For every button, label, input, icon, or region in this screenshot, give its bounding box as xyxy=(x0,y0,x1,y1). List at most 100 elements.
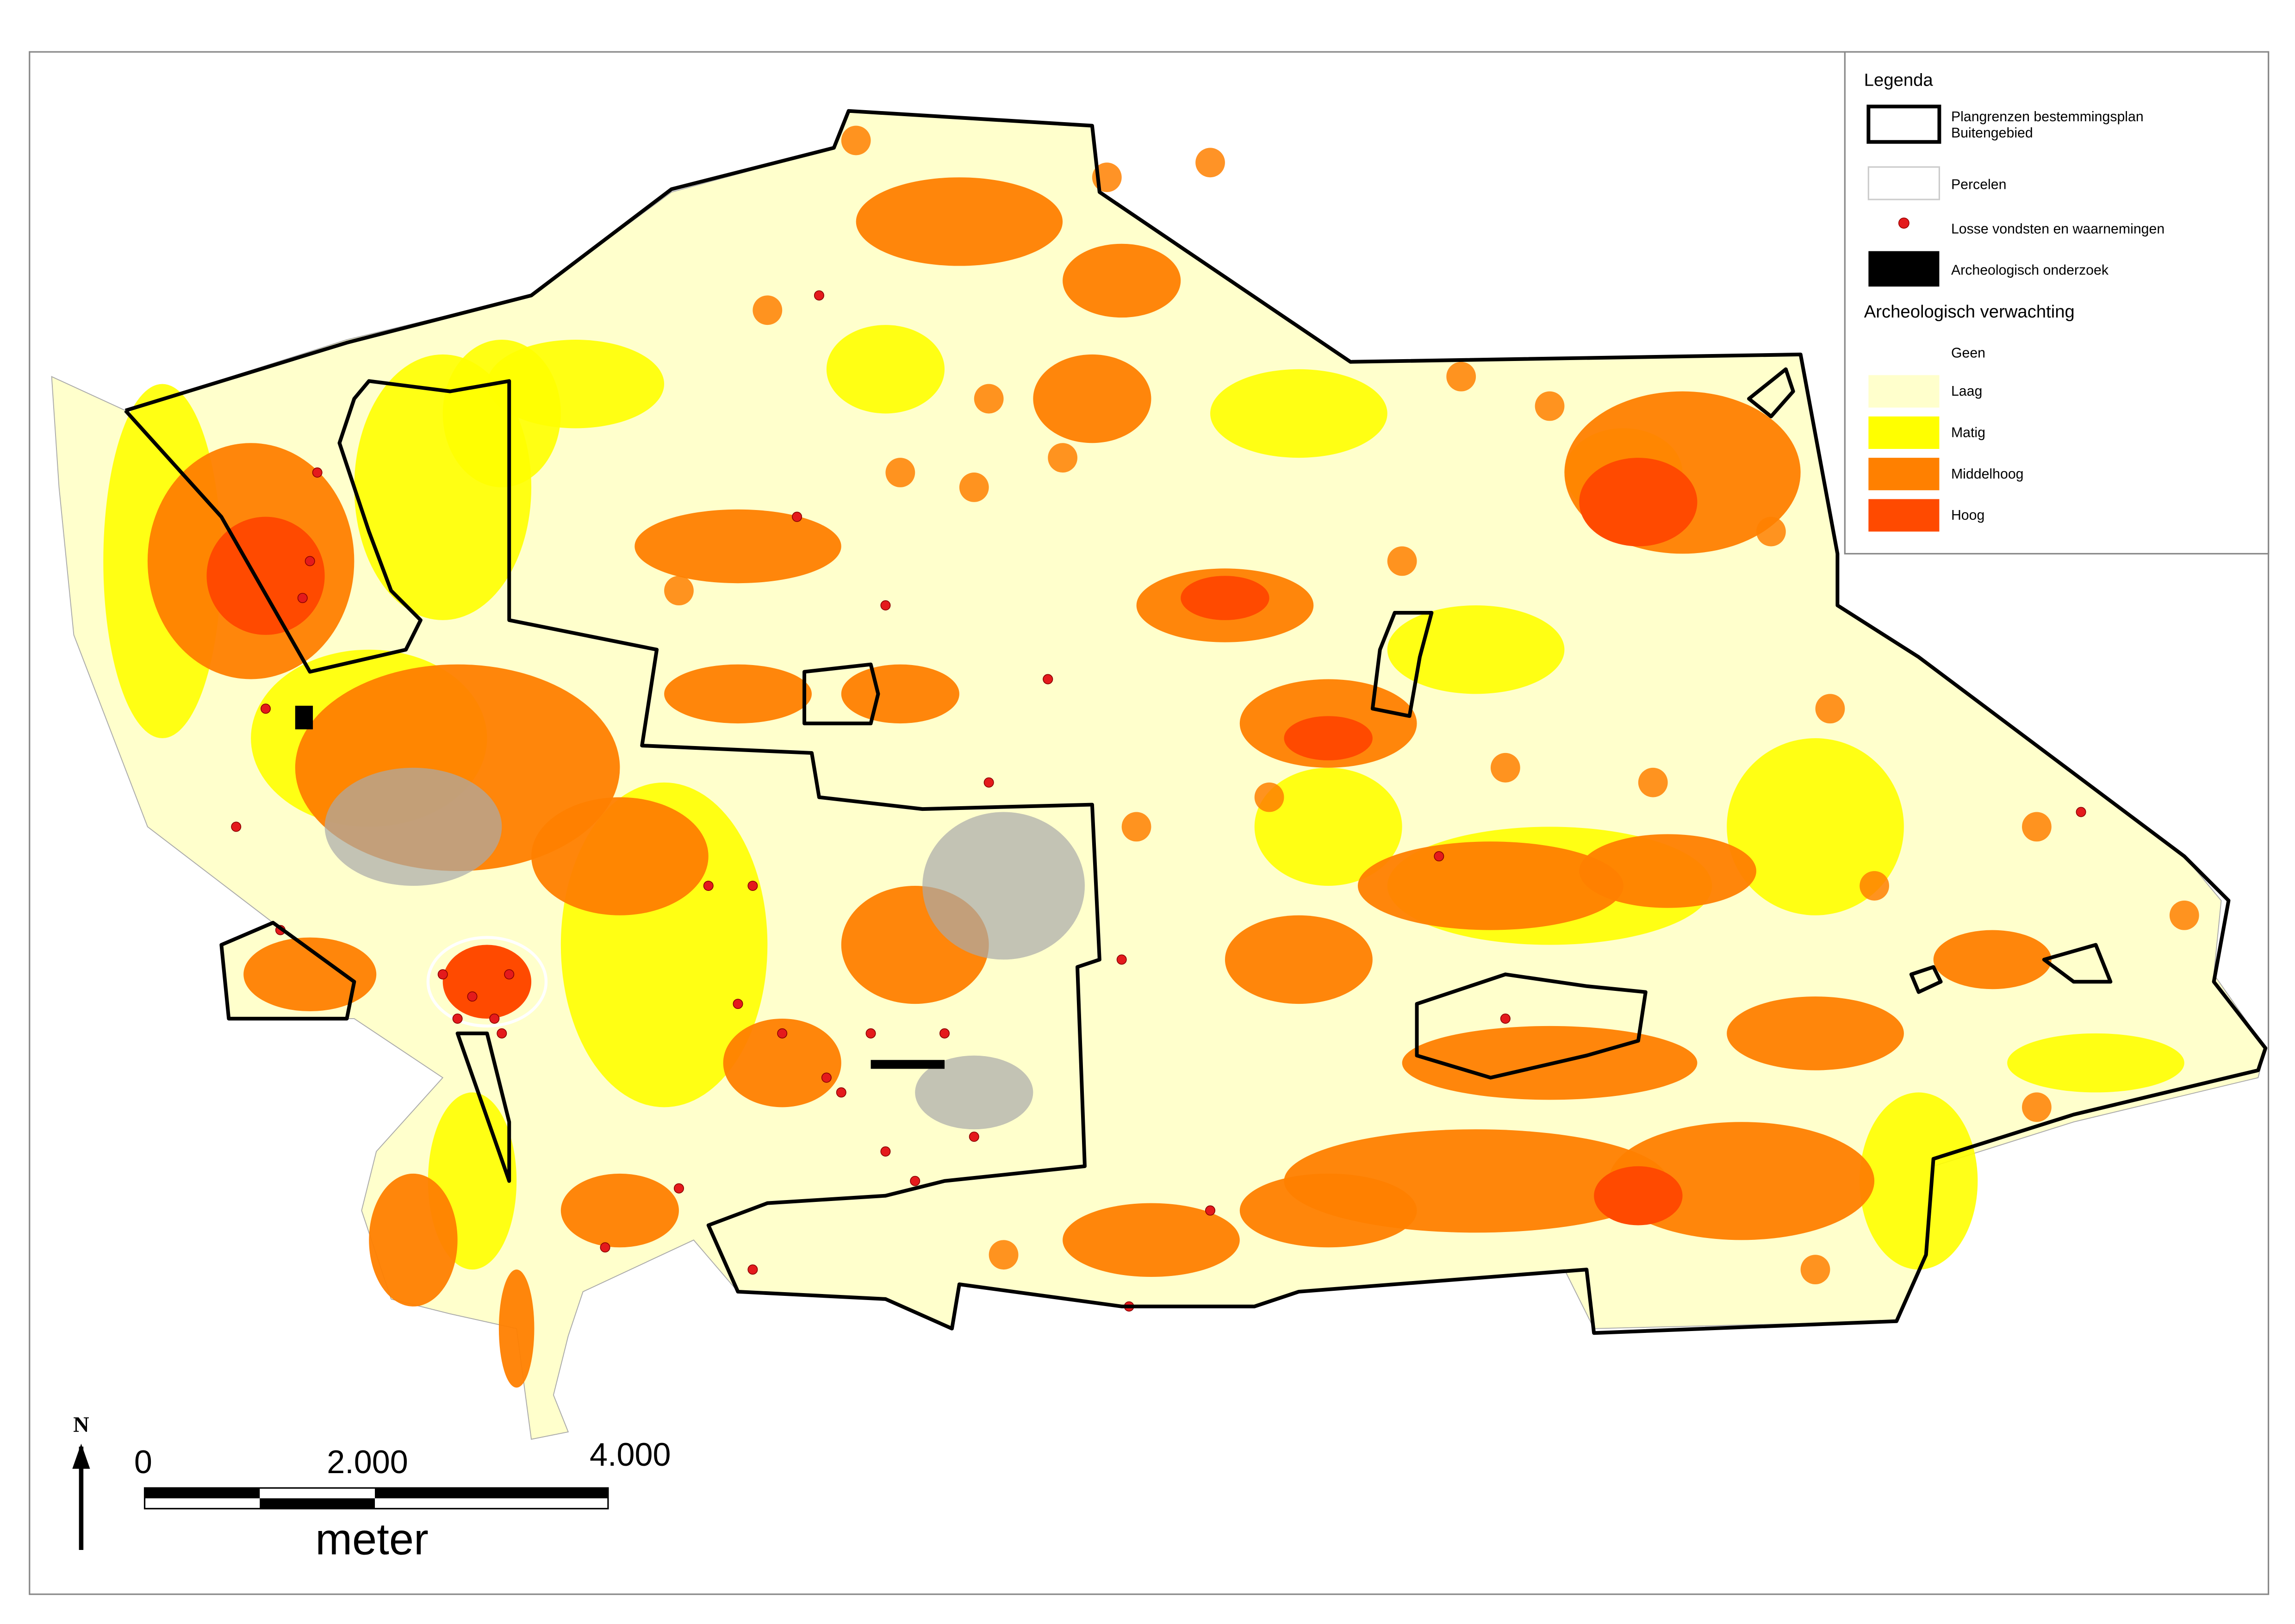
plan-border xyxy=(1370,610,1434,718)
find-point xyxy=(504,969,515,980)
zone-middelhoog xyxy=(560,1173,679,1248)
buffer-middelhoog xyxy=(959,473,989,502)
buffer-middelhoog xyxy=(1254,782,1284,812)
scale-segment xyxy=(260,1498,375,1509)
find-point xyxy=(2076,807,2086,817)
zone-middelhoog xyxy=(243,937,377,1012)
fortified-town xyxy=(426,936,548,1028)
buffer-middelhoog xyxy=(1048,443,1078,473)
north-label: N xyxy=(73,1412,89,1437)
zone-matig xyxy=(1254,767,1402,886)
scale-label: 4.000 xyxy=(590,1436,671,1473)
find-point xyxy=(792,511,802,522)
find-point xyxy=(969,1132,979,1142)
buffer-middelhoog xyxy=(1860,871,1890,901)
zone-middelhoog xyxy=(1063,1203,1240,1277)
scale-label: 2.000 xyxy=(327,1444,408,1480)
buffer-middelhoog xyxy=(885,458,915,487)
plan-border xyxy=(455,1031,511,1183)
zone-hoog xyxy=(206,516,325,635)
buffer-middelhoog xyxy=(1815,694,1845,724)
find-point xyxy=(467,991,478,1002)
scale-bar: N 0 2.000 4.000 meter xyxy=(72,1412,671,1564)
zone-middelhoog xyxy=(723,1018,841,1108)
zone-middelhoog xyxy=(1579,834,1756,908)
legend-label: Geen xyxy=(1951,345,1985,361)
find-point xyxy=(489,1013,500,1024)
find-point xyxy=(880,1146,891,1157)
zone-middelhoog xyxy=(1063,243,1181,318)
zone-middelhoog xyxy=(1727,996,1904,1070)
legend-swatch xyxy=(1867,166,1940,200)
find-point xyxy=(600,1242,610,1253)
scale-segment xyxy=(144,1488,260,1499)
legend-label: Plangrenzen bestemmingsplan xyxy=(1951,109,2144,124)
zone-middelhoog xyxy=(498,1269,535,1388)
buffer-middelhoog xyxy=(989,1240,1019,1270)
find-point xyxy=(814,290,824,301)
find-point xyxy=(836,1087,846,1098)
plan-border xyxy=(219,921,356,1020)
zone-matig xyxy=(1387,605,1565,694)
zone-hoog xyxy=(1594,1166,1683,1226)
legend-label: Percelen xyxy=(1951,177,2007,193)
zone-middelhoog xyxy=(1033,354,1151,443)
buffer-middelhoog xyxy=(1638,767,1668,797)
map-layers xyxy=(51,110,2266,1440)
buffer-middelhoog xyxy=(1535,391,1565,421)
zone-hoog xyxy=(442,945,532,1019)
find-point xyxy=(673,1183,684,1194)
zone-middelhoog xyxy=(369,1173,458,1307)
legend-label: Archeologisch onderzoek xyxy=(1951,263,2109,278)
legend-swatch xyxy=(1868,499,1940,532)
find-point xyxy=(747,880,758,891)
find-point xyxy=(437,969,448,980)
zone-middelhoog xyxy=(1239,1173,1417,1248)
zone-middelhoog xyxy=(634,509,841,584)
urban-area xyxy=(324,767,502,886)
zone-hoog xyxy=(1579,458,1698,547)
zone-middelhoog xyxy=(1357,841,1623,930)
zone-matig xyxy=(826,325,945,414)
legend-swatch xyxy=(1868,416,1940,449)
find-point xyxy=(1434,851,1444,862)
zone-hoog xyxy=(1284,716,1373,760)
plan-border xyxy=(1747,367,1795,418)
find-point xyxy=(452,1013,463,1024)
find-point xyxy=(747,1264,758,1275)
zone-matig xyxy=(442,339,561,487)
buffer-middelhoog xyxy=(2022,1092,2052,1122)
find-point xyxy=(880,600,891,611)
buffer-middelhoog xyxy=(1756,516,1786,547)
zone-middelhoog xyxy=(531,797,709,915)
buffer-middelhoog xyxy=(753,295,783,325)
zone-middelhoog xyxy=(1933,930,2052,989)
find-point xyxy=(297,593,308,604)
legend-label: Hoog xyxy=(1951,508,1984,523)
research-site xyxy=(295,705,313,729)
zone-matig xyxy=(1860,1092,1978,1270)
research-site xyxy=(871,1060,945,1069)
zone-middelhoog xyxy=(856,177,1063,266)
scale-unit: meter xyxy=(315,1515,429,1564)
plan-border xyxy=(124,109,2268,1335)
zone-middelhoog xyxy=(1225,915,1373,1004)
plan-border xyxy=(2042,943,2113,984)
zone-middelhoog xyxy=(841,664,959,724)
plan-borders xyxy=(124,109,2268,1335)
zone-hoog xyxy=(1181,576,1269,620)
scale-segment xyxy=(375,1488,608,1499)
find-point xyxy=(910,1176,920,1186)
legend-swatch xyxy=(1866,105,1941,144)
scale-label: 0 xyxy=(134,1444,152,1480)
buffer-middelhoog xyxy=(1195,148,1225,178)
legend-swatch xyxy=(1868,251,1940,287)
legend-dot xyxy=(1898,218,1909,229)
buffer-middelhoog xyxy=(2169,900,2199,930)
legend-swatch xyxy=(1868,458,1940,491)
find-point xyxy=(983,777,994,788)
legend-label: Laag xyxy=(1951,384,1982,399)
plan-border xyxy=(1909,965,1943,994)
find-point xyxy=(261,703,271,714)
